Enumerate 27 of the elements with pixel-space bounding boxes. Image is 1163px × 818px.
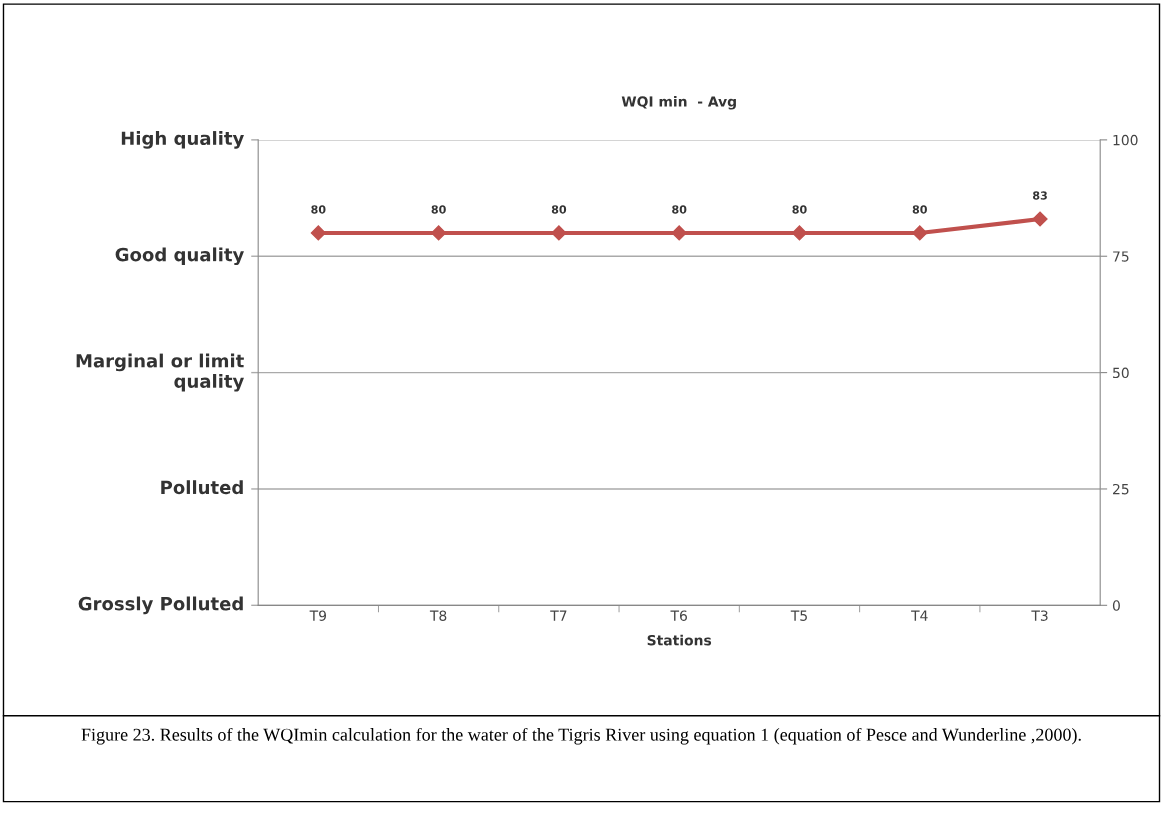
data-label: 80 — [912, 205, 927, 214]
ref-line-label: High quality — [121, 131, 244, 149]
chart-title: WQI min - Avg — [621, 95, 736, 110]
data-label: 80 — [311, 205, 326, 214]
data-label: 80 — [672, 205, 687, 214]
y-tick-label: 75 — [1113, 251, 1129, 262]
ref-line-label: Polluted — [161, 480, 243, 495]
ref-line-label: Marginal or limit quality — [76, 353, 244, 392]
ref-line-label: Grossly Polluted — [78, 596, 243, 615]
caption: Figure 23. Results of the WQImin calculation for the water of the Tigris River using equation 1 (equation of Pesce and Wunderline ,2000). — [81, 727, 1081, 745]
x-tick-label: T7 — [550, 610, 567, 621]
y-tick-label: 25 — [1113, 483, 1129, 495]
x-tick-label: T6 — [670, 610, 687, 621]
data-label: 80 — [792, 205, 807, 214]
data-label: 83 — [1033, 191, 1047, 200]
data-label: 80 — [431, 205, 446, 214]
x-tick-label: T9 — [309, 610, 327, 621]
ref-line-label: Good quality — [115, 247, 244, 266]
x-axis-title: Stations — [647, 634, 712, 646]
x-tick-label: T8 — [429, 610, 447, 621]
y-tick-label: 50 — [1113, 367, 1129, 379]
y-tick-label: 100 — [1113, 134, 1138, 146]
x-tick-label: T4 — [911, 610, 928, 621]
x-tick-label: T3 — [1031, 610, 1048, 621]
data-label: 80 — [551, 205, 567, 214]
x-tick-label: T5 — [790, 610, 807, 621]
y-tick-label: 0 — [1112, 600, 1120, 611]
